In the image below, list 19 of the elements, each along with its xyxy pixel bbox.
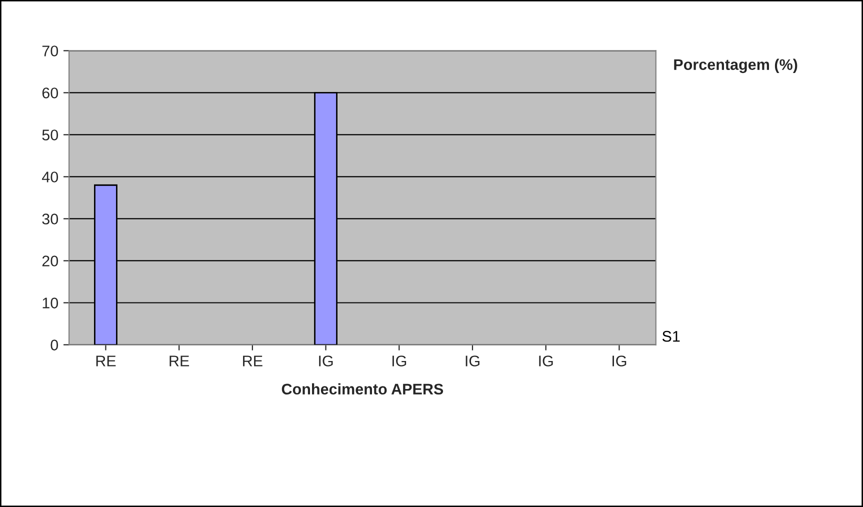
y-tick-label: 40 (42, 172, 58, 182)
y-tick-label: 10 (42, 298, 58, 308)
y-tick-label: 0 (50, 340, 58, 350)
text: S1 (662, 330, 680, 342)
y-tick-label: 20 (42, 256, 58, 266)
x-tick-label: RE (243, 356, 262, 366)
y-tick-label: 70 (42, 46, 58, 56)
x-axis-title: Conhecimento APERS (282, 383, 444, 395)
x-tick-label: RE (170, 356, 190, 366)
x-tick-label: IG (319, 356, 333, 366)
x-tick-label: RE (96, 356, 116, 366)
x-tick-label: IG (539, 356, 553, 366)
y-tick-label: 30 (42, 214, 58, 224)
y-axis-title: Porcentagem (%) (674, 58, 798, 74)
x-tick-label: IG (466, 356, 480, 366)
y-tick-label: 60 (42, 88, 58, 98)
y-tick-label: 50 (42, 130, 58, 140)
x-tick-label: IG (612, 356, 626, 366)
x-tick-label: IG (392, 356, 406, 366)
